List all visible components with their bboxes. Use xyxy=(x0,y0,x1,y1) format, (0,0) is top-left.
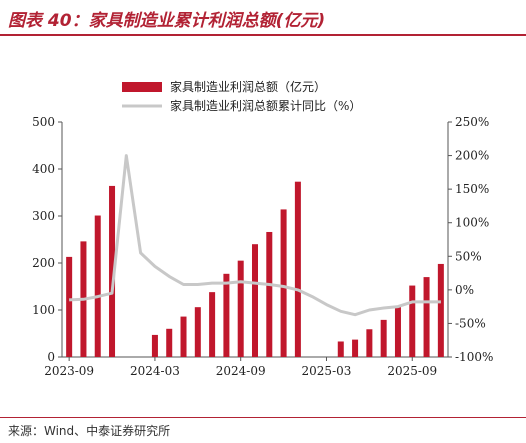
legend-line-label: 家具制造业利润总额累计同比（%） xyxy=(170,98,361,113)
left-tick-label: 0 xyxy=(47,350,55,364)
right-tick-label: -50% xyxy=(455,316,486,330)
left-tick-label: 400 xyxy=(32,162,55,176)
source-note: 来源：Wind、中泰证券研究所 xyxy=(8,424,171,438)
bar xyxy=(437,263,444,357)
right-tick-label: 50% xyxy=(455,249,482,263)
right-tick-label: 150% xyxy=(455,182,489,196)
bar xyxy=(94,215,101,357)
footer-rule xyxy=(0,417,526,418)
bar xyxy=(209,292,216,357)
right-tick-label: -100% xyxy=(455,350,493,364)
left-tick-label: 500 xyxy=(32,115,55,129)
bar xyxy=(280,209,287,357)
bar xyxy=(380,319,387,357)
figure-title: 图表 40：家具制造业累计利润总额(亿元) xyxy=(8,11,326,31)
bar xyxy=(352,339,359,357)
bar xyxy=(194,307,201,357)
bar xyxy=(237,260,244,357)
bar xyxy=(266,231,273,357)
left-tick-label: 100 xyxy=(32,303,55,317)
legend-bar-label: 家具制造业利润总额（亿元） xyxy=(170,79,326,94)
legend-bar-swatch xyxy=(122,82,162,92)
bar-series xyxy=(66,181,444,357)
x-tick-label: 2024-03 xyxy=(130,364,180,378)
right-tick-label: 200% xyxy=(455,149,489,163)
yoy-line xyxy=(69,154,441,317)
bar xyxy=(109,185,116,357)
bar xyxy=(337,341,344,357)
x-tick-label: 2025-03 xyxy=(302,364,352,378)
x-tick-label: 2023-09 xyxy=(44,364,94,378)
bar xyxy=(409,285,416,357)
bar xyxy=(151,334,158,357)
right-tick-label: 250% xyxy=(455,115,489,129)
right-tick-label: 0% xyxy=(455,283,474,297)
bar xyxy=(294,181,301,357)
bar xyxy=(394,306,401,357)
bar xyxy=(366,329,373,357)
x-tick-label: 2024-09 xyxy=(216,364,266,378)
bar xyxy=(166,328,173,357)
chart-legend: 家具制造业利润总额（亿元） 家具制造业利润总额累计同比（%） xyxy=(122,79,361,113)
line-series xyxy=(69,154,441,317)
bar xyxy=(223,273,230,357)
bar xyxy=(66,256,73,357)
left-tick-label: 300 xyxy=(32,209,55,223)
chart-axes: 0 100 200 300 400 500 -100% -50% 0% 50% 100% 150% 20… xyxy=(32,115,493,378)
left-tick-label: 200 xyxy=(32,256,55,270)
profit-chart: 0 100 200 300 400 500 -100% -50% 0% 50% 100% 150% 20… xyxy=(32,79,493,378)
right-tick-label: 100% xyxy=(455,216,489,230)
x-tick-label: 2025-09 xyxy=(387,364,437,378)
title-underline xyxy=(0,34,526,36)
bar xyxy=(423,277,430,357)
bar xyxy=(180,316,187,357)
bar xyxy=(251,244,259,357)
